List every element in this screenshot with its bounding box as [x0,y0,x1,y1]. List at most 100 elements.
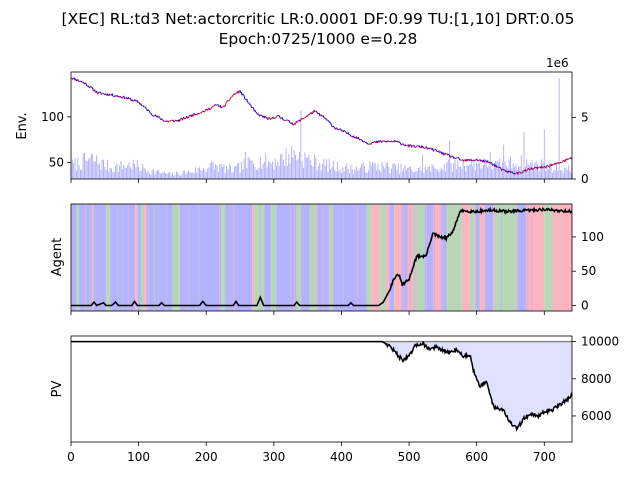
action-stripe [127,204,129,311]
action-stripe [411,204,413,311]
action-sell-band [526,204,545,311]
price-segment [103,93,105,95]
price-segment [288,120,291,124]
action-stripe [111,204,113,311]
action-hold-band [380,204,386,311]
price-segment [336,127,338,130]
price-segment [437,150,439,153]
price-segment [246,98,248,103]
price-segment [370,142,373,145]
action-hold-band [254,204,265,311]
price-segment [498,166,501,169]
price-segment [299,119,302,122]
action-stripe [434,204,435,311]
price-segment [203,111,205,113]
price-segment [368,143,370,145]
price-segment [408,144,411,148]
action-hold-band [221,204,226,311]
price-segment [560,161,562,164]
action-stripe [296,204,298,311]
action-stripe [395,204,397,311]
price-segment [173,119,176,123]
price-segment [189,114,191,116]
price-segment [227,100,229,102]
price-segment [501,168,503,171]
action-sell-band [91,204,94,311]
price-segment [525,170,528,172]
price-segment [541,165,543,169]
env-ylabel: Env. [15,112,30,139]
agent-panel: 0 50 100 Agent [50,203,604,315]
price-segment [114,95,117,97]
env-y-tick-label: 50 [49,156,64,170]
env-y-tick-label: 100 [41,110,64,124]
price-segment [90,85,92,88]
price-segment [92,87,94,91]
price-segment [456,157,458,159]
action-stripe [194,204,196,311]
price-segment [378,140,381,143]
price-segment [509,170,511,173]
price-segment [301,118,304,120]
price-segment [155,114,157,117]
price-segment [196,114,198,116]
price-segment [273,117,275,119]
action-buy-band [484,204,494,311]
action-stripe [371,204,373,311]
action-stripe [490,204,492,311]
price-segment [395,140,398,143]
price-segment [495,164,497,167]
price-segment [254,109,257,113]
price-segment [161,119,164,121]
price-segment [261,114,263,117]
price-segment [415,146,417,148]
price-segment [205,108,207,111]
price-segment [267,117,269,120]
price-segment [232,94,234,97]
action-stripe [117,204,119,311]
price-segment [250,104,253,109]
pv-axes-frame [70,335,573,443]
price-segment [340,128,342,132]
price-segment [184,117,186,120]
price-segment [463,159,465,162]
action-stripe [442,204,444,311]
pv-y2-tick-label: 8000 [581,372,612,386]
price-segment [522,170,524,174]
price-segment [101,93,103,95]
price-segment [225,101,227,104]
price-segment [191,114,194,117]
x-tick-label: 300 [262,450,285,464]
action-stripe [139,204,141,311]
price-segment [332,125,335,128]
price-segment [369,143,371,145]
action-hold-band [172,204,180,311]
action-stripe [158,204,160,311]
action-hold-band [140,204,145,311]
action-stripe [71,204,72,311]
action-buy-band [424,204,434,311]
action-hold-band [493,204,518,311]
action-stripe [446,204,448,311]
action-stripe [399,204,401,311]
action-stripe [259,204,261,311]
price-segment [307,115,309,117]
price-segment [552,164,554,166]
action-sell-band [144,204,147,311]
price-segment [345,132,348,134]
action-stripe [204,204,206,311]
price-segment [180,118,182,120]
price-segment [514,172,517,175]
price-segment [454,157,457,160]
price-segment [428,147,431,150]
action-stripe [245,204,247,311]
price-segment [193,112,196,115]
action-buy-band [300,204,310,311]
price-segment [243,95,246,99]
action-stripe [409,204,411,311]
price-segment [329,121,331,124]
action-stripe [154,204,156,311]
price-segment [398,141,401,143]
price-segment [360,139,363,141]
action-stripe [569,204,571,311]
